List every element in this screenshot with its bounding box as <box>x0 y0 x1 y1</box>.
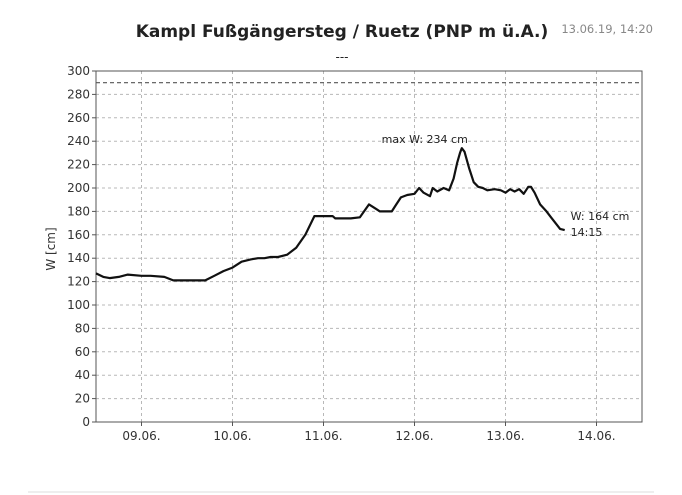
x-tick-label: 14.06. <box>577 429 615 443</box>
y-tick-label: 220 <box>67 158 90 172</box>
x-tick-label: 12.06. <box>395 429 433 443</box>
max-annotation: max W: 234 cm <box>382 133 468 146</box>
y-tick-label: 280 <box>67 87 90 101</box>
x-tick-label: 09.06. <box>122 429 160 443</box>
y-axis-label: W [cm] <box>44 227 58 270</box>
y-tick-label: 100 <box>67 298 90 312</box>
current-time-annotation: 14:15 <box>571 226 603 239</box>
y-tick-label: 40 <box>75 368 90 382</box>
y-tick-label: 80 <box>75 321 90 335</box>
chart-title: Kampl Fußgängersteg / Ruetz (PNP m ü.A.) <box>136 22 549 42</box>
current-value-annotation: W: 164 cm <box>571 210 630 223</box>
grid <box>96 71 642 422</box>
y-tick-label: 200 <box>67 181 90 195</box>
x-tick-label: 13.06. <box>486 429 524 443</box>
bottom-divider <box>28 491 654 493</box>
series-layer <box>95 147 565 282</box>
y-tick-labels: 0 20 40 60 80 100 120 140 160 180 200 220 240 260 280 3… <box>67 64 96 429</box>
y-tick-label: 0 <box>82 415 90 429</box>
y-tick-label: 60 <box>75 345 90 359</box>
x-tick-labels: 09.06. 10.06. 11.06. 12.06. 13.06. 14.06. <box>122 422 616 443</box>
y-tick-label: 180 <box>67 204 90 218</box>
annotations: max W: 234 cm W: 164 cm 14:15 <box>382 133 630 239</box>
y-tick-label: 20 <box>75 392 90 406</box>
plot-frame <box>95 70 643 423</box>
y-tick-label: 260 <box>67 111 90 125</box>
y-tick-label: 120 <box>67 275 90 289</box>
x-tick-label: 11.06. <box>304 429 342 443</box>
chart-timestamp: 13.06.19, 14:20 <box>561 22 653 36</box>
x-tick-label: 10.06. <box>213 429 251 443</box>
y-tick-label: 240 <box>67 134 90 148</box>
chart-subtitle: --- <box>336 50 349 64</box>
y-tick-label: 140 <box>67 251 90 265</box>
y-tick-label: 160 <box>67 228 90 242</box>
series-line <box>95 147 565 282</box>
y-tick-label: 300 <box>67 64 90 78</box>
